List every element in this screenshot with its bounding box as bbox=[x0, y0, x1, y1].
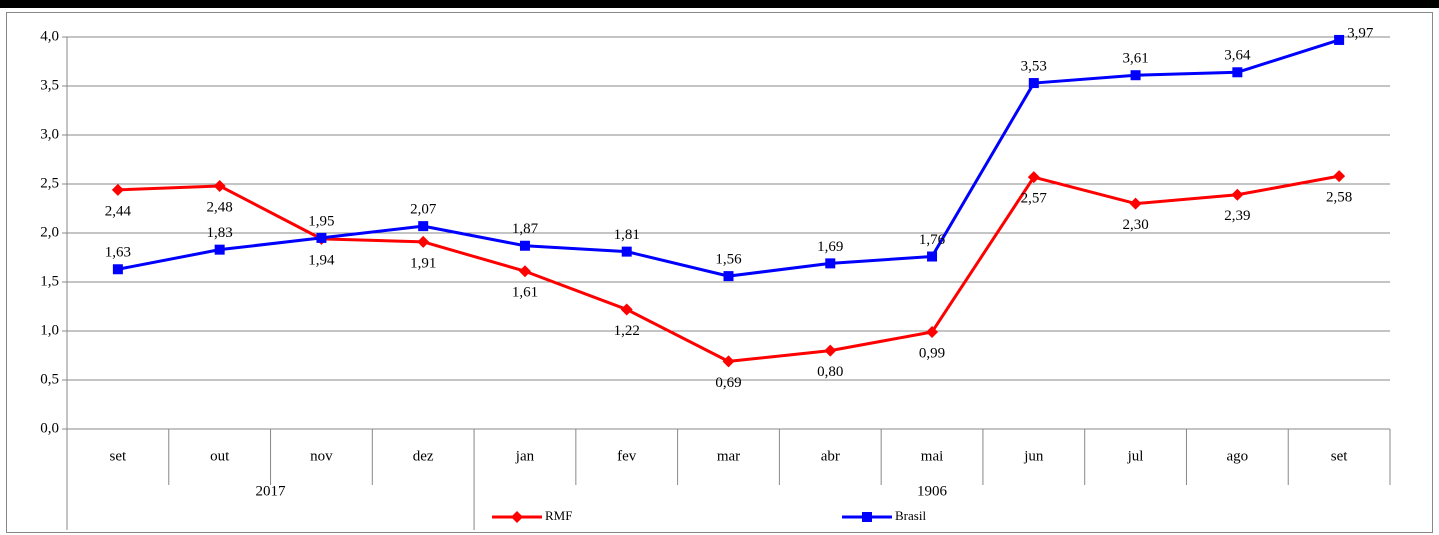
data-label: 1,91 bbox=[410, 255, 436, 271]
data-label: 2,39 bbox=[1224, 208, 1250, 224]
point bbox=[213, 179, 226, 192]
data-label: 1,81 bbox=[614, 227, 640, 243]
point bbox=[927, 251, 938, 262]
data-label: 1,95 bbox=[308, 213, 334, 229]
point bbox=[418, 221, 429, 232]
point bbox=[111, 183, 124, 196]
point bbox=[1028, 78, 1039, 89]
legend-marker bbox=[511, 511, 523, 523]
data-label: 1,61 bbox=[512, 285, 538, 301]
point bbox=[316, 232, 327, 243]
data-label: 2,44 bbox=[105, 203, 132, 219]
point bbox=[926, 325, 939, 338]
x-tick-label: set bbox=[1331, 448, 1348, 464]
data-label: 1,63 bbox=[105, 245, 131, 261]
y-tick-label: 3,5 bbox=[40, 77, 59, 93]
point bbox=[1334, 34, 1345, 45]
data-label: 1,56 bbox=[715, 252, 742, 268]
top-bar bbox=[0, 0, 1439, 8]
data-label: 1,22 bbox=[614, 323, 640, 339]
y-tick-label: 3,0 bbox=[40, 126, 59, 142]
point bbox=[1231, 188, 1244, 201]
point bbox=[112, 264, 123, 275]
data-label: 0,80 bbox=[817, 364, 843, 380]
point bbox=[214, 244, 225, 255]
y-tick-label: 1,0 bbox=[40, 322, 59, 338]
x-tick-label: mar bbox=[717, 448, 740, 464]
point bbox=[417, 235, 430, 248]
point bbox=[621, 246, 632, 257]
series-line bbox=[117, 174, 1340, 363]
point bbox=[518, 265, 531, 278]
data-label: 3,61 bbox=[1122, 51, 1148, 67]
x-tick-label: jun bbox=[1023, 448, 1044, 464]
data-label: 1,69 bbox=[817, 239, 843, 255]
series-line bbox=[117, 38, 1340, 278]
legend-label: RMF bbox=[545, 508, 572, 523]
point bbox=[723, 271, 734, 282]
y-tick-label: 0,0 bbox=[40, 420, 59, 436]
data-label: 2,48 bbox=[207, 199, 233, 215]
y-tick-label: 2,5 bbox=[40, 175, 59, 191]
data-label: 2,30 bbox=[1122, 217, 1148, 233]
legend-label: Brasil bbox=[895, 508, 926, 523]
group-label: 1906 bbox=[917, 483, 948, 499]
point bbox=[1333, 170, 1346, 183]
x-tick-label: jan bbox=[515, 448, 535, 464]
x-tick-label: out bbox=[210, 448, 230, 464]
x-tick-label: set bbox=[110, 448, 127, 464]
x-tick-label: mai bbox=[921, 448, 944, 464]
y-tick-label: 1,5 bbox=[40, 273, 59, 289]
point bbox=[620, 303, 633, 316]
data-label: 3,64 bbox=[1224, 48, 1251, 64]
data-label: 2,57 bbox=[1021, 191, 1048, 207]
x-tick-label: ago bbox=[1227, 448, 1249, 464]
x-tick-label: abr bbox=[821, 448, 840, 464]
data-label: 2,07 bbox=[410, 202, 437, 218]
y-tick-label: 0,5 bbox=[40, 371, 59, 387]
data-label: 1,94 bbox=[308, 252, 335, 268]
point bbox=[1130, 70, 1141, 81]
x-tick-label: dez bbox=[413, 448, 434, 464]
y-tick-label: 4,0 bbox=[40, 28, 59, 44]
data-label: 3,97 bbox=[1347, 25, 1374, 41]
point bbox=[1232, 67, 1243, 78]
point bbox=[722, 355, 735, 368]
data-label: 1,87 bbox=[512, 221, 539, 237]
legend-marker bbox=[862, 512, 872, 522]
point bbox=[825, 258, 836, 269]
point bbox=[1027, 171, 1040, 184]
data-label: 1,83 bbox=[207, 225, 233, 241]
chart-border bbox=[6, 12, 1433, 533]
group-label: 2017 bbox=[256, 483, 287, 499]
data-label: 3,53 bbox=[1021, 58, 1047, 74]
x-tick-label: jul bbox=[1127, 448, 1144, 464]
data-label: 1,76 bbox=[919, 232, 946, 248]
y-tick-label: 2,0 bbox=[40, 224, 59, 240]
data-label: 0,99 bbox=[919, 345, 945, 361]
point bbox=[519, 240, 530, 251]
data-label: 2,58 bbox=[1326, 190, 1352, 206]
x-tick-label: fev bbox=[617, 448, 637, 464]
data-label: 0,69 bbox=[715, 375, 741, 391]
x-tick-label: nov bbox=[310, 448, 333, 464]
point bbox=[824, 344, 837, 357]
point bbox=[1129, 197, 1142, 210]
